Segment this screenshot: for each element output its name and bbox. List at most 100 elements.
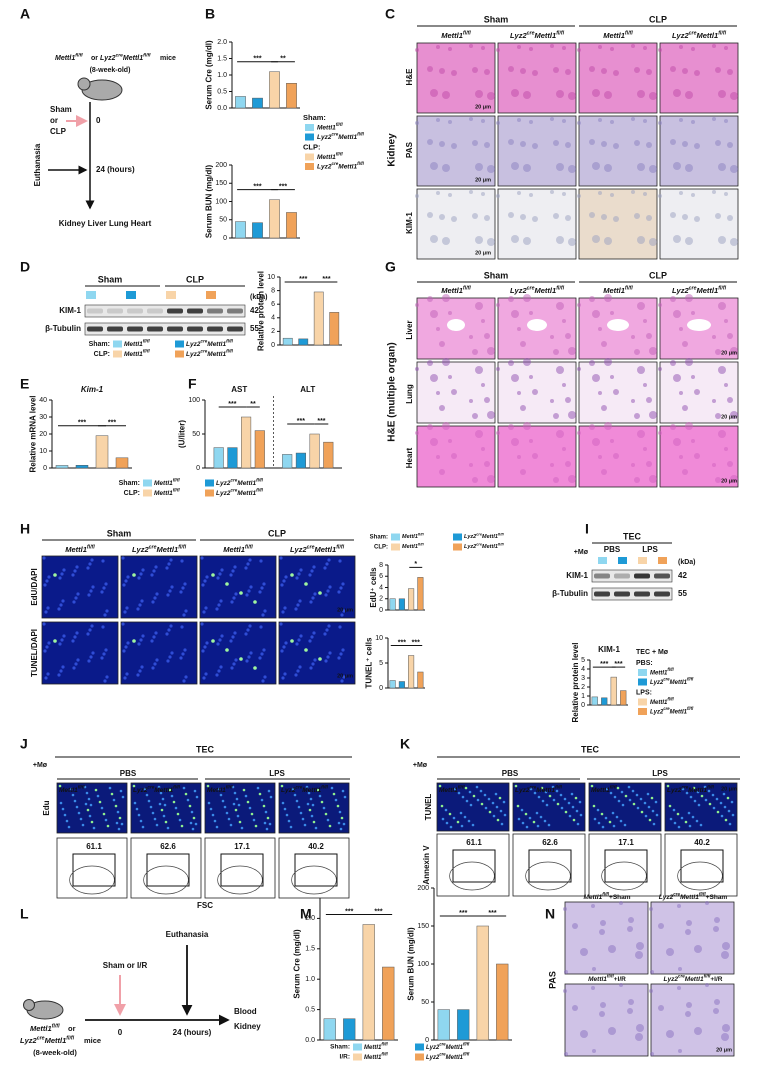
texture — [517, 327, 521, 331]
label: 24 (hours) — [173, 1028, 212, 1037]
texture — [686, 920, 692, 926]
texture — [577, 194, 581, 198]
cell-dot — [539, 815, 543, 819]
genotype-part: Mettl1 — [402, 534, 418, 540]
legend-swatch — [638, 678, 647, 686]
cell-dot — [215, 825, 219, 829]
cell-dot — [75, 805, 79, 809]
texture — [427, 66, 433, 72]
legend-swatch — [638, 698, 647, 706]
cell-dot — [495, 805, 499, 809]
texture — [451, 453, 457, 459]
nucleus — [100, 656, 104, 660]
gate-value: 62.6 — [160, 842, 176, 851]
cell-dot — [620, 790, 624, 794]
genotype-label: Lyz2creMettl1fl/fl — [290, 545, 345, 554]
nucleus — [105, 609, 109, 613]
label: Edu — [42, 800, 51, 815]
texture — [469, 399, 473, 403]
cell-dot — [684, 820, 688, 824]
genotype-part: cre — [678, 974, 685, 979]
bar — [408, 655, 415, 689]
cell-dot — [471, 823, 475, 827]
texture — [577, 431, 581, 435]
genotype-part: fl/fl — [66, 1036, 74, 1042]
y-tick-label: 50 — [219, 217, 227, 224]
genotype-part: cre — [147, 785, 154, 790]
texture — [517, 455, 521, 459]
texture — [715, 413, 721, 419]
bar — [408, 588, 415, 611]
cell-dot — [217, 787, 221, 791]
genotype-part: Lyz2 — [186, 341, 201, 348]
cell-dot — [572, 818, 576, 822]
cell-dot — [267, 789, 271, 793]
nucleus — [121, 622, 125, 626]
genotype-part: Mettl1 — [688, 787, 707, 794]
nucleus — [295, 642, 299, 646]
texture — [718, 163, 726, 171]
cell-dot — [463, 815, 467, 819]
nucleus — [297, 572, 301, 576]
gate — [680, 849, 724, 883]
genotype-part: fl/fl — [226, 785, 234, 790]
label: β-Tubulin — [45, 324, 81, 333]
genotype-part: fl/fl — [78, 785, 86, 790]
texture — [637, 366, 645, 374]
band — [654, 591, 670, 597]
vessel — [687, 319, 711, 331]
cell-dot — [77, 811, 81, 815]
legend-label: PBS: — [636, 660, 653, 667]
genotype-part: Mettl1 — [124, 351, 143, 358]
cell-dot — [94, 788, 98, 792]
bar — [309, 433, 320, 469]
contour — [69, 865, 115, 895]
nucleus — [46, 672, 50, 676]
cell-dot — [316, 788, 320, 792]
nucleus — [90, 624, 94, 628]
nucleus — [217, 669, 221, 673]
positive-cell — [290, 639, 294, 643]
nucleus — [294, 607, 298, 611]
cell-dot — [579, 813, 583, 817]
cell-dot — [141, 825, 145, 829]
cell-dot — [92, 826, 96, 830]
genotype-part: fl/fl — [463, 286, 471, 292]
nucleus — [105, 675, 109, 679]
texture — [430, 438, 438, 446]
panel-image — [41, 621, 119, 685]
texture — [511, 235, 519, 243]
label: H&E (multiple organ) — [387, 342, 398, 441]
genotype-label: Lyz2creMettl1fl/fl+Sham — [659, 892, 728, 901]
texture — [646, 69, 652, 75]
genotype-part: fl/fl — [178, 545, 186, 551]
cell-dot — [578, 800, 582, 804]
texture — [442, 237, 450, 245]
bar — [286, 83, 297, 109]
cell-dot — [723, 805, 727, 809]
cell-dot — [677, 825, 681, 829]
texture — [508, 296, 514, 302]
texture — [686, 1002, 692, 1008]
texture — [678, 967, 682, 971]
texture — [643, 119, 647, 123]
label: PBS — [120, 769, 137, 778]
cell-dot — [611, 811, 615, 815]
nucleus — [339, 586, 343, 590]
label: PAS — [547, 971, 557, 989]
nucleus — [74, 662, 78, 666]
texture — [685, 294, 693, 302]
texture — [568, 347, 576, 355]
genotype-label: Mettl1fl/fl — [223, 545, 253, 554]
texture — [599, 929, 605, 935]
nucleus — [124, 645, 128, 649]
texture — [529, 120, 533, 124]
texture — [610, 47, 614, 51]
texture — [523, 422, 531, 430]
genotype-part: fl/fl — [173, 488, 181, 493]
panel-image — [199, 621, 277, 685]
nucleus — [298, 599, 302, 603]
y-tick-label: 0 — [581, 702, 585, 709]
cell-dot — [311, 803, 315, 807]
cell-dot — [147, 799, 151, 803]
